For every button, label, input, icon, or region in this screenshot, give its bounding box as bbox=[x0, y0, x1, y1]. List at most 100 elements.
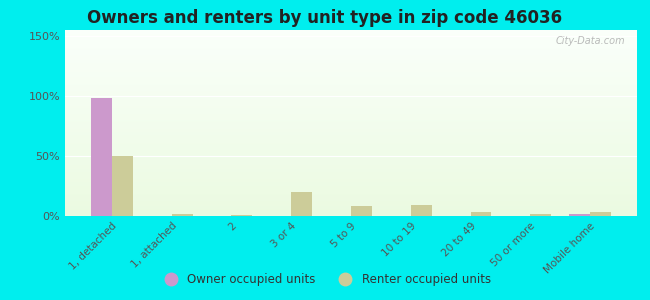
Bar bbox=[65, 174, 637, 175]
Bar bbox=[65, 167, 637, 168]
Bar bbox=[65, 100, 637, 101]
Bar bbox=[65, 173, 637, 174]
Bar bbox=[65, 85, 637, 86]
Bar bbox=[65, 146, 637, 147]
Bar bbox=[65, 31, 637, 32]
Bar bbox=[65, 152, 637, 153]
Bar bbox=[65, 96, 637, 97]
Bar bbox=[65, 153, 637, 154]
Bar bbox=[65, 110, 637, 111]
Bar bbox=[65, 199, 637, 200]
Bar bbox=[65, 212, 637, 213]
Bar bbox=[65, 192, 637, 193]
Bar bbox=[65, 32, 637, 33]
Text: City-Data.com: City-Data.com bbox=[556, 36, 625, 46]
Bar bbox=[65, 115, 637, 116]
Bar bbox=[65, 122, 637, 123]
Bar bbox=[91, 98, 112, 216]
Bar bbox=[65, 131, 637, 132]
Bar bbox=[65, 211, 637, 212]
Bar bbox=[65, 82, 637, 83]
Bar bbox=[65, 55, 637, 56]
Bar bbox=[65, 171, 637, 172]
Bar bbox=[65, 205, 637, 206]
Bar bbox=[112, 156, 133, 216]
Bar bbox=[65, 84, 637, 85]
Bar bbox=[65, 169, 637, 170]
Bar bbox=[65, 75, 637, 76]
Bar bbox=[65, 204, 637, 205]
Bar bbox=[65, 119, 637, 120]
Bar bbox=[65, 50, 637, 51]
Bar bbox=[65, 124, 637, 125]
Bar bbox=[65, 194, 637, 195]
Bar bbox=[65, 33, 637, 34]
Bar bbox=[291, 192, 312, 216]
Bar bbox=[65, 177, 637, 178]
Bar bbox=[65, 39, 637, 40]
Bar bbox=[65, 81, 637, 82]
Bar bbox=[65, 170, 637, 171]
Bar bbox=[65, 208, 637, 209]
Bar bbox=[65, 144, 637, 145]
Bar bbox=[65, 36, 637, 37]
Bar bbox=[65, 126, 637, 127]
Bar bbox=[65, 214, 637, 215]
Bar bbox=[65, 76, 637, 77]
Bar bbox=[65, 63, 637, 64]
Bar bbox=[65, 91, 637, 92]
Bar bbox=[65, 37, 637, 38]
Bar bbox=[65, 168, 637, 169]
Bar bbox=[65, 207, 637, 208]
Bar bbox=[65, 191, 637, 192]
Bar bbox=[65, 160, 637, 161]
Bar bbox=[65, 186, 637, 187]
Bar bbox=[65, 166, 637, 167]
Bar bbox=[65, 162, 637, 163]
Bar bbox=[65, 157, 637, 158]
Bar bbox=[65, 52, 637, 53]
Bar bbox=[65, 182, 637, 183]
Bar bbox=[65, 30, 637, 31]
Bar bbox=[65, 178, 637, 179]
Bar bbox=[65, 86, 637, 87]
Text: Owners and renters by unit type in zip code 46036: Owners and renters by unit type in zip c… bbox=[88, 9, 562, 27]
Bar bbox=[65, 196, 637, 197]
Bar bbox=[65, 93, 637, 94]
Bar bbox=[65, 72, 637, 73]
Bar bbox=[65, 38, 637, 39]
Bar bbox=[65, 195, 637, 196]
Bar bbox=[65, 215, 637, 216]
Bar bbox=[172, 214, 192, 216]
Bar bbox=[65, 95, 637, 96]
Bar bbox=[65, 53, 637, 54]
Bar bbox=[65, 116, 637, 117]
Bar bbox=[65, 148, 637, 149]
Bar bbox=[411, 205, 432, 216]
Bar bbox=[351, 206, 372, 216]
Bar bbox=[65, 65, 637, 66]
Bar bbox=[65, 88, 637, 89]
Bar bbox=[65, 209, 637, 210]
Bar bbox=[65, 87, 637, 88]
Bar bbox=[65, 79, 637, 80]
Bar bbox=[65, 175, 637, 176]
Bar bbox=[65, 129, 637, 130]
Bar bbox=[65, 185, 637, 186]
Bar bbox=[65, 155, 637, 157]
Bar bbox=[65, 99, 637, 100]
Bar bbox=[65, 135, 637, 136]
Bar bbox=[65, 104, 637, 105]
Bar bbox=[65, 172, 637, 173]
Bar bbox=[530, 214, 551, 216]
Bar bbox=[65, 67, 637, 68]
Bar bbox=[569, 214, 590, 216]
Bar bbox=[65, 49, 637, 50]
Bar bbox=[65, 109, 637, 110]
Bar bbox=[65, 101, 637, 102]
Bar bbox=[65, 149, 637, 150]
Bar bbox=[65, 158, 637, 159]
Bar bbox=[65, 201, 637, 202]
Bar bbox=[65, 189, 637, 190]
Bar bbox=[65, 127, 637, 128]
